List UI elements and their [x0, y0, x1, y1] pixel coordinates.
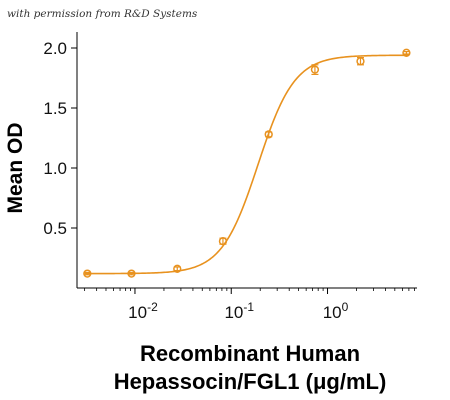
axes: [71, 32, 417, 294]
data-point: [402, 48, 411, 57]
y-tick-label: 2.0: [43, 39, 67, 58]
labels-layer: 0.5 1.0 1.5 2.0 10-2 10-1 100 Mean OD Recombinan…: [4, 39, 386, 394]
y-tick-label: 1.5: [43, 99, 67, 118]
data-point: [356, 57, 365, 66]
data-point: [83, 269, 92, 278]
data-point: [173, 264, 182, 273]
x-tick-label: 10-1: [224, 300, 254, 322]
x-tick-label: 10-2: [128, 300, 158, 322]
y-tick-label: 1.0: [43, 159, 67, 178]
data-point: [127, 269, 136, 278]
x-axis-title-line1: Recombinant Human: [140, 341, 360, 366]
data-point: [310, 65, 320, 74]
data-point: [264, 130, 273, 139]
x-axis-title-line2: Hepassocin/FGL1 (μg/mL): [114, 369, 387, 394]
fitted-curve-layer: [84, 54, 409, 275]
permission-watermark: with permission from R&D Systems: [7, 8, 198, 20]
data-points-layer: [83, 48, 411, 278]
fitted-curve: [84, 54, 409, 275]
data-point: [218, 237, 228, 246]
y-tick-label: 0.5: [43, 219, 67, 238]
x-tick-label: 100: [323, 300, 349, 322]
y-axis-title: Mean OD: [4, 122, 27, 213]
